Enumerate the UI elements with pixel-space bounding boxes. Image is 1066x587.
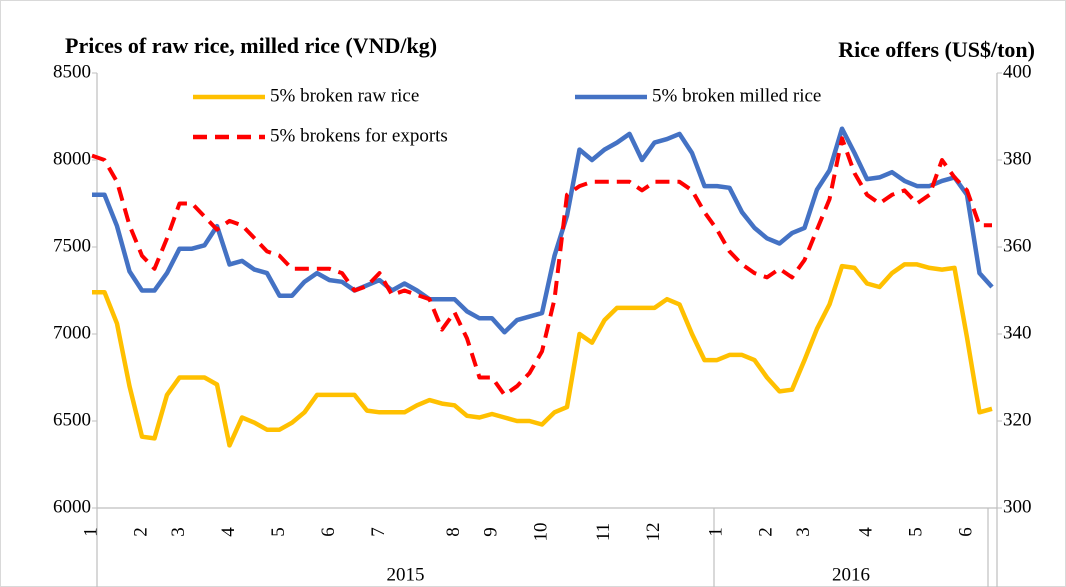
series-line [92,262,993,448]
x-tick-label: 6 [318,527,339,537]
x-tick-label: 2 [130,527,151,537]
y2-tick-label: 320 [1003,409,1032,430]
year-label: 2016 [832,564,870,585]
series-line [92,126,994,335]
y-tick-label: 6500 [53,409,91,430]
x-tick-label: 5 [905,527,926,537]
series-line [91,136,992,397]
y2-title: Rice offers (US$/ton) [838,37,1035,62]
x-tick-label: 1 [80,527,101,537]
year-label: 2015 [387,564,425,585]
x-tick-label: 4 [855,527,876,537]
y2-tick-label: 400 [1003,61,1032,82]
x-tick-label: 7 [368,527,389,537]
y-tick-label: 8500 [53,61,91,82]
y2-tick-label: 360 [1003,235,1032,256]
x-tick-label: 11 [593,523,614,541]
legend-label: 5% brokens for exports [270,125,448,146]
x-tick-label: 5 [268,527,289,537]
x-tick-label: 10 [530,523,551,542]
x-tick-label: 9 [480,527,501,537]
x-tick-label: 12 [643,523,664,542]
y2-tick-label: 380 [1003,148,1032,169]
x-tick-label: 8 [443,527,464,537]
legend-label: 5% broken raw rice [270,85,419,106]
y-tick-label: 8000 [53,148,91,169]
legend-label: 5% broken milled rice [652,85,821,106]
x-tick-label: 6 [955,527,976,537]
y-tick-label: 6000 [53,496,91,517]
x-tick-label: 3 [793,527,814,537]
y2-tick-label: 300 [1003,496,1032,517]
chart-title: Prices of raw rice, milled rice (VND/kg) [65,33,437,58]
y-tick-label: 7000 [53,322,91,343]
x-tick-label: 1 [705,527,726,537]
y-tick-label: 7500 [53,235,91,256]
y2-tick-label: 340 [1003,322,1032,343]
x-tick-label: 4 [218,527,239,537]
x-tick-label: 3 [168,527,189,537]
x-tick-label: 2 [755,527,776,537]
